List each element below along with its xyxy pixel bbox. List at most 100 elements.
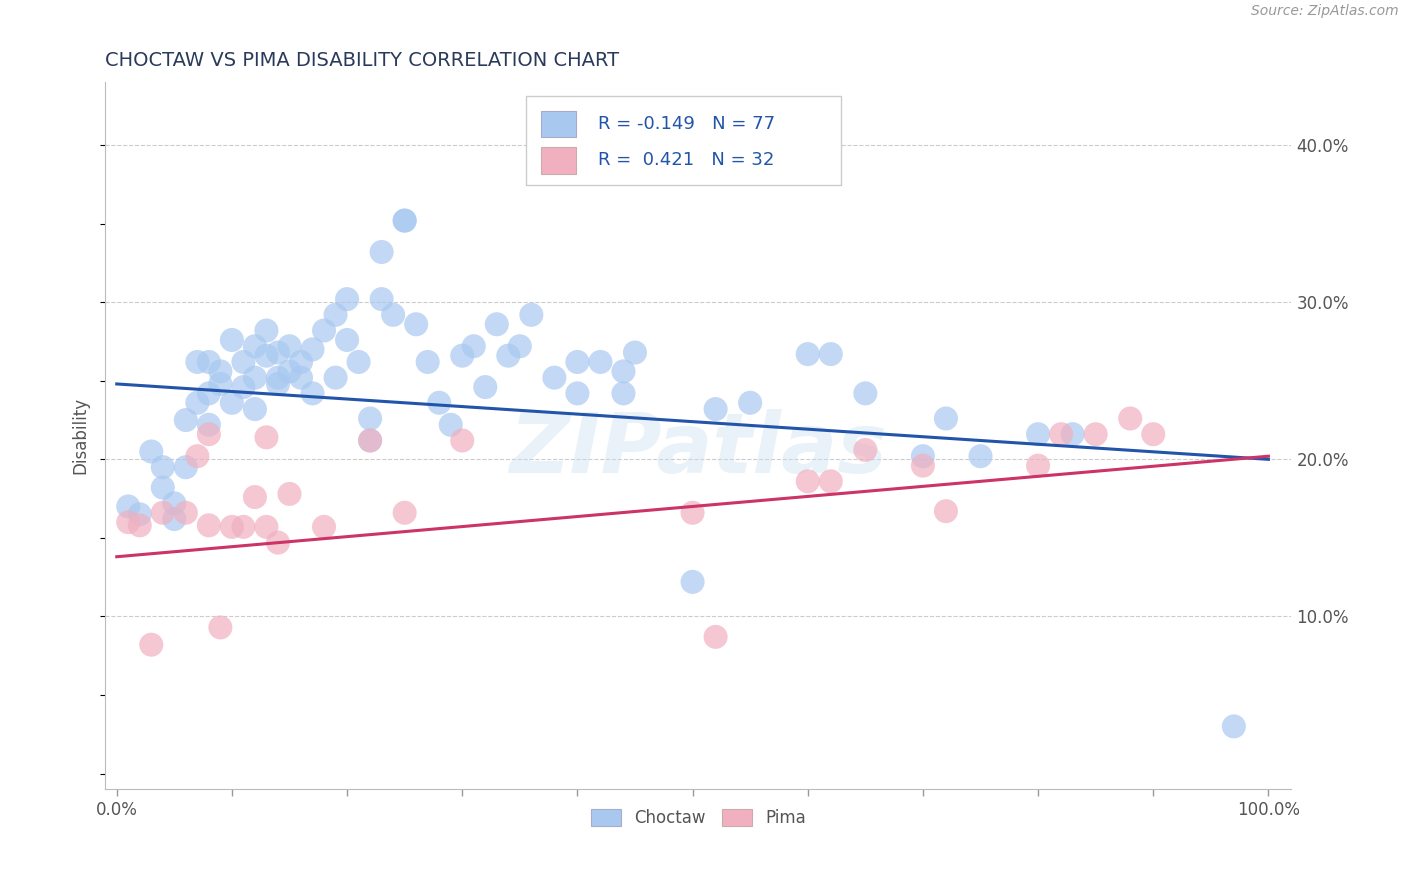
Point bbox=[198, 518, 221, 533]
Point bbox=[624, 345, 647, 359]
Point bbox=[440, 417, 463, 432]
Point bbox=[278, 487, 301, 501]
Point bbox=[567, 355, 589, 369]
Point bbox=[682, 574, 704, 589]
Point bbox=[543, 370, 565, 384]
Point bbox=[256, 430, 278, 444]
Point bbox=[704, 402, 727, 417]
Point bbox=[359, 411, 381, 425]
Point bbox=[1026, 427, 1049, 442]
Point bbox=[325, 308, 347, 322]
Point bbox=[186, 449, 208, 463]
Point bbox=[1142, 427, 1164, 442]
Point bbox=[232, 355, 254, 369]
Point bbox=[796, 347, 818, 361]
Point bbox=[853, 442, 876, 457]
Point bbox=[820, 475, 842, 489]
Point bbox=[382, 308, 405, 322]
Point bbox=[567, 386, 589, 401]
Point bbox=[416, 355, 439, 369]
Point bbox=[451, 349, 474, 363]
Point bbox=[209, 376, 232, 391]
Point bbox=[1084, 427, 1107, 442]
Point bbox=[704, 630, 727, 644]
Point bbox=[498, 349, 520, 363]
Point bbox=[267, 345, 290, 359]
Point bbox=[911, 458, 934, 473]
Point bbox=[221, 333, 243, 347]
Bar bbox=[540, 146, 576, 174]
Point bbox=[243, 402, 266, 417]
Point bbox=[325, 370, 347, 384]
FancyBboxPatch shape bbox=[526, 96, 841, 185]
Text: CHOCTAW VS PIMA DISABILITY CORRELATION CHART: CHOCTAW VS PIMA DISABILITY CORRELATION C… bbox=[105, 51, 619, 70]
Point bbox=[370, 292, 392, 306]
Point bbox=[128, 508, 150, 522]
Point bbox=[820, 347, 842, 361]
Legend: Choctaw, Pima: Choctaw, Pima bbox=[583, 803, 813, 834]
Point bbox=[256, 324, 278, 338]
Point bbox=[935, 504, 957, 518]
Point bbox=[1062, 427, 1084, 442]
Point bbox=[740, 396, 762, 410]
Point bbox=[427, 396, 450, 410]
Point bbox=[221, 520, 243, 534]
Point bbox=[198, 386, 221, 401]
Text: Source: ZipAtlas.com: Source: ZipAtlas.com bbox=[1251, 4, 1399, 19]
Point bbox=[186, 396, 208, 410]
Point bbox=[359, 434, 381, 448]
Point bbox=[463, 339, 485, 353]
Point bbox=[174, 506, 197, 520]
Point bbox=[911, 449, 934, 463]
Y-axis label: Disability: Disability bbox=[72, 397, 89, 475]
Point bbox=[232, 520, 254, 534]
Point bbox=[267, 535, 290, 549]
Point bbox=[1026, 458, 1049, 473]
Text: R = -0.149   N = 77: R = -0.149 N = 77 bbox=[598, 115, 775, 133]
Point bbox=[612, 386, 634, 401]
Point bbox=[290, 355, 312, 369]
Point bbox=[290, 370, 312, 384]
Point bbox=[394, 213, 416, 227]
Point bbox=[243, 490, 266, 504]
Point bbox=[301, 343, 323, 357]
Point bbox=[163, 496, 186, 510]
Point bbox=[198, 427, 221, 442]
Point bbox=[221, 396, 243, 410]
Point bbox=[1223, 719, 1246, 733]
Point bbox=[163, 512, 186, 526]
Point bbox=[405, 318, 427, 332]
Point bbox=[209, 364, 232, 378]
Point bbox=[347, 355, 370, 369]
Point bbox=[336, 333, 359, 347]
Point bbox=[174, 413, 197, 427]
Point bbox=[451, 434, 474, 448]
Point bbox=[520, 308, 543, 322]
Point bbox=[232, 380, 254, 394]
Point bbox=[278, 364, 301, 378]
Point bbox=[141, 444, 163, 458]
Point bbox=[394, 506, 416, 520]
Point bbox=[509, 339, 531, 353]
Point bbox=[485, 318, 508, 332]
Text: ZIPatlas: ZIPatlas bbox=[509, 409, 887, 491]
Point bbox=[1119, 411, 1142, 425]
Point bbox=[243, 370, 266, 384]
Point bbox=[152, 506, 174, 520]
Point bbox=[370, 245, 392, 260]
Point bbox=[359, 434, 381, 448]
Bar bbox=[540, 111, 576, 137]
Point bbox=[935, 411, 957, 425]
Point bbox=[117, 500, 139, 514]
Point bbox=[267, 376, 290, 391]
Point bbox=[969, 449, 991, 463]
Point bbox=[256, 520, 278, 534]
Point bbox=[186, 355, 208, 369]
Point bbox=[336, 292, 359, 306]
Point bbox=[128, 518, 150, 533]
Point bbox=[796, 475, 818, 489]
Point bbox=[152, 460, 174, 475]
Point bbox=[174, 460, 197, 475]
Point bbox=[117, 515, 139, 529]
Text: R =  0.421   N = 32: R = 0.421 N = 32 bbox=[598, 151, 773, 169]
